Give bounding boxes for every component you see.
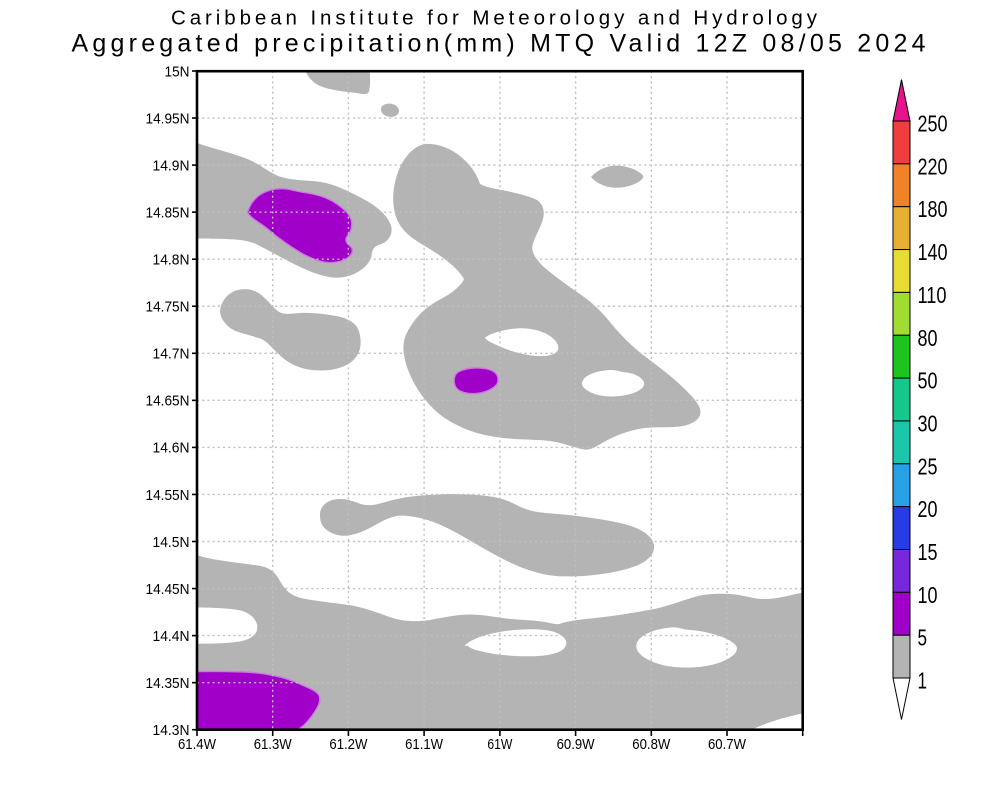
svg-text:14.45N: 14.45N <box>146 581 190 598</box>
svg-text:14.6N: 14.6N <box>153 440 190 457</box>
svg-text:110: 110 <box>918 282 947 308</box>
svg-text:5: 5 <box>918 625 928 651</box>
svg-text:14.9N: 14.9N <box>153 157 190 174</box>
svg-text:250: 250 <box>918 111 948 137</box>
svg-text:10: 10 <box>918 582 938 608</box>
svg-text:14.5N: 14.5N <box>153 534 190 551</box>
svg-text:14.95N: 14.95N <box>146 110 190 127</box>
svg-text:14.4N: 14.4N <box>153 628 190 645</box>
svg-text:20: 20 <box>918 496 938 522</box>
svg-text:50: 50 <box>918 368 938 394</box>
svg-text:30: 30 <box>918 411 938 437</box>
svg-text:61.4W: 61.4W <box>178 736 217 753</box>
svg-text:14.65N: 14.65N <box>146 393 190 410</box>
svg-text:80: 80 <box>918 325 938 351</box>
svg-text:14.7N: 14.7N <box>153 346 190 363</box>
svg-text:14.8N: 14.8N <box>153 252 190 269</box>
svg-text:61.3W: 61.3W <box>254 736 293 753</box>
svg-text:61.2W: 61.2W <box>329 736 368 753</box>
svg-text:60.7W: 60.7W <box>708 736 747 753</box>
svg-text:14.35N: 14.35N <box>146 675 190 692</box>
svg-text:60.9W: 60.9W <box>557 736 596 753</box>
svg-text:15N: 15N <box>165 63 190 80</box>
svg-text:14.3N: 14.3N <box>153 722 190 739</box>
svg-text:Aggregated precipitation(mm) M: Aggregated precipitation(mm) MTQ Valid 1… <box>72 30 926 58</box>
svg-text:15: 15 <box>918 539 938 565</box>
svg-text:61W: 61W <box>487 736 513 753</box>
svg-text:14.85N: 14.85N <box>146 205 190 222</box>
svg-text:61.1W: 61.1W <box>405 736 444 753</box>
svg-text:180: 180 <box>918 196 948 222</box>
svg-text:14.55N: 14.55N <box>146 487 190 504</box>
svg-text:Caribbean Institute for Meteor: Caribbean Institute for Meteorology and … <box>171 7 818 30</box>
svg-text:14.75N: 14.75N <box>146 299 190 316</box>
svg-text:220: 220 <box>918 153 948 179</box>
svg-text:1: 1 <box>918 668 928 694</box>
svg-text:140: 140 <box>918 239 948 265</box>
svg-text:60.8W: 60.8W <box>632 736 671 753</box>
svg-text:25: 25 <box>918 453 938 479</box>
